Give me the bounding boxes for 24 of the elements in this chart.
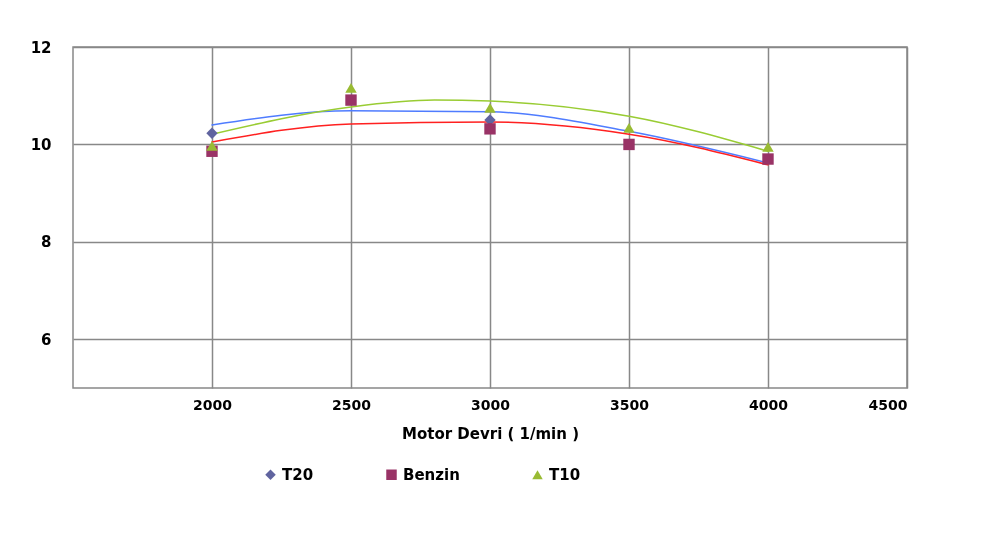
point bbox=[206, 140, 218, 151]
legend-label: T20 bbox=[282, 465, 314, 484]
x-tick-label: 3500 bbox=[610, 396, 650, 413]
point bbox=[206, 127, 218, 139]
point bbox=[762, 141, 774, 152]
point bbox=[345, 82, 357, 93]
point bbox=[623, 122, 635, 133]
point bbox=[484, 123, 496, 135]
x-axis-title: Motor Devri ( 1/min ) bbox=[401, 424, 580, 443]
y-tick-label: 8 bbox=[41, 233, 52, 252]
y-tick-label: 6 bbox=[41, 330, 52, 349]
x-tick-label: 4500 bbox=[868, 396, 908, 413]
x-tick-label: 3000 bbox=[471, 396, 511, 413]
y-tick-label: 10 bbox=[30, 135, 52, 154]
x-tick-label: 2000 bbox=[193, 396, 233, 413]
legend-label: T10 bbox=[549, 465, 581, 484]
point bbox=[345, 94, 357, 106]
point bbox=[484, 102, 496, 113]
point bbox=[762, 153, 774, 165]
legend-label: Benzin bbox=[403, 465, 460, 484]
point bbox=[623, 138, 635, 151]
x-tick-label: 4000 bbox=[749, 396, 789, 413]
y-tick-label: 12 bbox=[30, 38, 52, 57]
x-tick-label: 2500 bbox=[332, 396, 372, 413]
